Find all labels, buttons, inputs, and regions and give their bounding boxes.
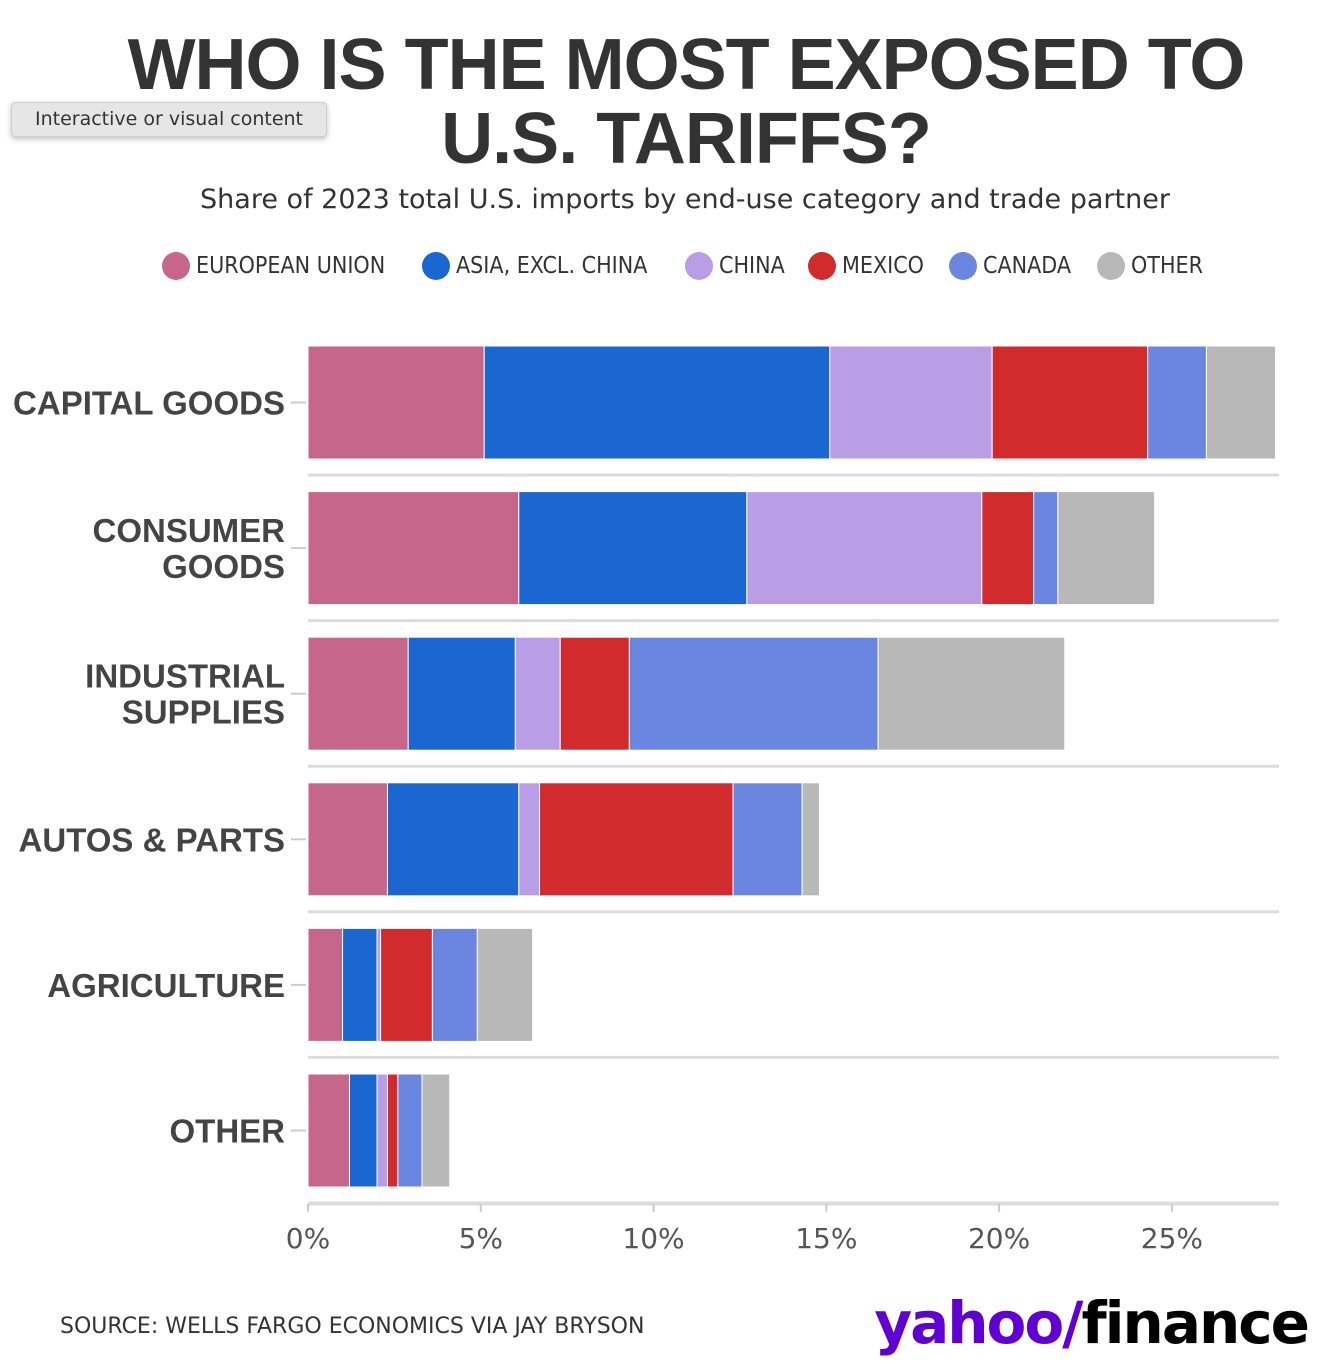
bar-segment <box>348 1073 378 1188</box>
source-note: SOURCE: WELLS FARGO ECONOMICS VIA JAY BR… <box>60 1314 645 1339</box>
interactive-content-tooltip[interactable]: Interactive or visual content <box>11 102 327 137</box>
bar-segment <box>431 927 478 1042</box>
bar-segment <box>397 1073 423 1188</box>
bar-segment <box>518 782 541 897</box>
category-label: AGRICULTURE <box>47 967 285 1004</box>
finance-wordmark: finance <box>1081 1289 1310 1357</box>
bar-segment <box>307 491 520 606</box>
bar-segment <box>991 345 1149 460</box>
bar-segment <box>539 782 734 897</box>
category-label: CAPITAL GOODS <box>13 385 285 422</box>
bar-segment <box>1033 491 1059 606</box>
chart-legend: EUROPEAN UNION ASIA, EXCL. CHINA CHINA MEXI… <box>162 250 1227 282</box>
legend-swatch <box>422 252 451 280</box>
bar-segment <box>559 636 630 751</box>
bar-segment <box>376 927 382 1042</box>
legend-item: OTHER <box>1096 252 1211 280</box>
legend-item: ASIA, EXCL. CHINA <box>422 252 669 280</box>
x-tick-label: 5% <box>459 1222 503 1255</box>
legend-label: CANADA <box>983 253 1072 279</box>
chart-title-line-1: WHO IS THE MOST EXPOSED TO <box>127 25 1246 105</box>
x-tick-label: 20% <box>968 1222 1030 1255</box>
yahoo-wordmark: yahoo/ <box>874 1289 1083 1357</box>
category-label: OTHER <box>170 1113 286 1150</box>
legend-swatch <box>684 252 713 280</box>
bar-segment <box>514 636 561 751</box>
legend-swatch <box>162 252 190 280</box>
legend-label: EUROPEAN UNION <box>196 253 386 279</box>
bar-segment <box>483 345 831 460</box>
legend-item: CANADA <box>949 252 1081 280</box>
legend-item: EUROPEAN UNION <box>162 252 406 280</box>
chart-title-line-2: U.S. TARIFFS? <box>441 99 932 179</box>
bar-segment <box>1205 345 1277 460</box>
bar-segment <box>877 636 1066 751</box>
category-label: SUPPLIES <box>122 694 285 731</box>
bar-segment <box>421 1073 451 1188</box>
bar-segment <box>307 782 388 897</box>
bar-segment <box>476 927 534 1042</box>
bar-segment <box>376 1073 388 1188</box>
bar-segment <box>307 345 485 460</box>
bar-segment <box>386 1073 399 1188</box>
chart-title: WHO IS THE MOST EXPOSED TO U.S. TARIFFS? <box>0 28 1328 176</box>
legend-swatch <box>949 252 978 280</box>
legend-label: ASIA, EXCL. CHINA <box>456 253 648 279</box>
x-tick-label: 15% <box>795 1222 857 1255</box>
category-label: AUTOS & PARTS <box>19 821 285 858</box>
category-label: CONSUMER <box>92 512 285 549</box>
bar-segment <box>307 927 344 1042</box>
bar-segment <box>1057 491 1156 606</box>
chart-subtitle: Share of 2023 total U.S. imports by end-… <box>200 184 1170 215</box>
category-label: INDUSTRIAL <box>85 658 285 695</box>
bar-segment <box>628 636 879 751</box>
legend-item: MEXICO <box>807 252 933 280</box>
bar-segment <box>342 927 378 1042</box>
bar-segment <box>981 491 1035 606</box>
legend-item: CHINA <box>684 252 792 280</box>
bar-segment <box>386 782 520 897</box>
bar-segment <box>829 345 993 460</box>
bar-segment <box>1147 345 1207 460</box>
bar-segment <box>746 491 983 606</box>
legend-swatch <box>807 252 836 280</box>
bar-segment <box>380 927 433 1042</box>
x-tick-label: 0% <box>286 1222 330 1255</box>
bar-segment <box>307 1073 350 1188</box>
legend-swatch <box>1096 252 1125 280</box>
bar-segment <box>801 782 820 897</box>
bar-segment <box>407 636 516 751</box>
legend-label: MEXICO <box>841 253 924 279</box>
legend-label: OTHER <box>1130 253 1203 279</box>
bar-segment <box>518 491 748 606</box>
bar-segment <box>732 782 803 897</box>
yahoo-finance-logo: yahoo/finance <box>874 1288 1310 1358</box>
legend-label: CHINA <box>718 253 785 279</box>
x-tick-label: 10% <box>622 1222 684 1255</box>
bar-segment <box>307 636 409 751</box>
category-label: GOODS <box>162 548 285 585</box>
x-tick-label: 25% <box>1141 1222 1203 1255</box>
